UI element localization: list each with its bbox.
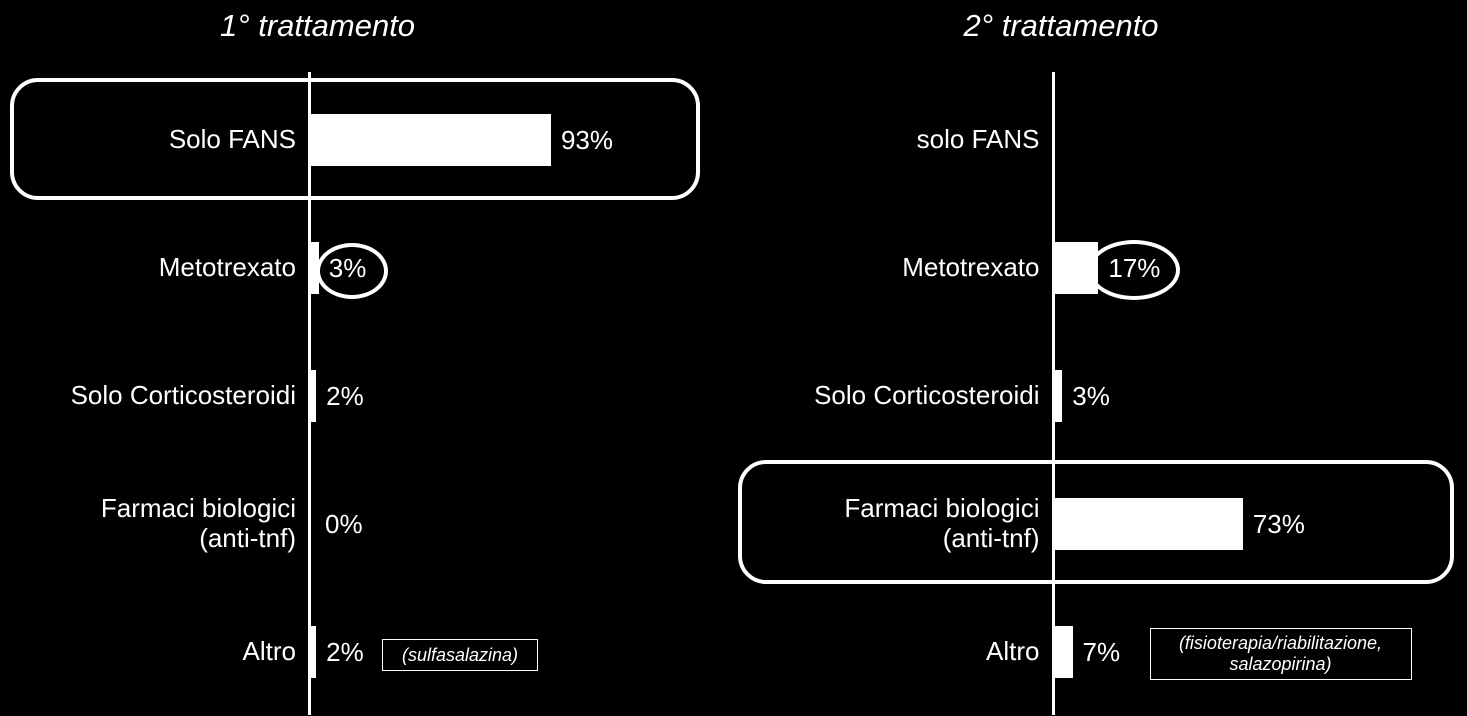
chart-panel-p2: 2° trattamentosolo FANSMetotrexato17%Sol…	[734, 0, 1467, 716]
bar-cort	[311, 370, 316, 422]
value-label-cort: 2%	[326, 381, 364, 412]
bar-altro	[1055, 626, 1073, 678]
value-label-cort: 3%	[1072, 381, 1110, 412]
bar-cort	[1055, 370, 1063, 422]
value-label-altro: 7%	[1083, 637, 1121, 668]
category-label-fans: solo FANS	[734, 125, 1040, 155]
value-label-bio: 0%	[325, 509, 363, 540]
note-altro: (sulfasalazina)	[382, 639, 538, 671]
highlight-ellipse-mtx	[316, 243, 388, 299]
category-label-cort: Solo Corticosteroidi	[734, 381, 1040, 411]
chart-panel-p1: 1° trattamentoSolo FANS93%Metotrexato3%S…	[0, 0, 734, 716]
panel-title: 2° trattamento	[964, 8, 1159, 44]
value-label-altro: 2%	[326, 637, 364, 668]
highlight-rect-bio	[738, 460, 1454, 584]
category-label-mtx: Metotrexato	[0, 253, 296, 283]
note-altro: (fisioterapia/riabilitazione, salazopiri…	[1150, 628, 1412, 680]
category-label-mtx: Metotrexato	[734, 253, 1040, 283]
highlight-rect-fans	[10, 78, 700, 200]
category-label-altro: Altro	[734, 637, 1040, 667]
category-label-cort: Solo Corticosteroidi	[0, 381, 296, 411]
bar-altro	[311, 626, 316, 678]
category-label-bio: Farmaci biologici (anti-tnf)	[0, 494, 296, 554]
panel-title: 1° trattamento	[220, 8, 415, 44]
highlight-ellipse-mtx	[1088, 240, 1180, 300]
category-label-altro: Altro	[0, 637, 296, 667]
